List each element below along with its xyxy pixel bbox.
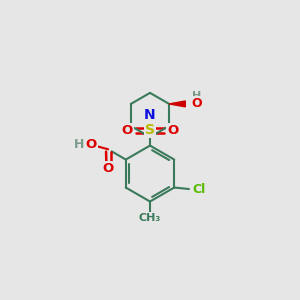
Text: N: N — [144, 108, 156, 122]
Text: O: O — [102, 162, 113, 175]
Text: O: O — [122, 124, 133, 137]
Text: Cl: Cl — [192, 182, 206, 196]
Text: H: H — [192, 91, 201, 101]
Text: H: H — [74, 138, 84, 151]
Text: CH₃: CH₃ — [139, 213, 161, 223]
Polygon shape — [169, 101, 185, 107]
Text: S: S — [145, 123, 155, 137]
Text: O: O — [167, 124, 178, 137]
Text: O: O — [85, 138, 97, 151]
Text: O: O — [191, 97, 202, 110]
